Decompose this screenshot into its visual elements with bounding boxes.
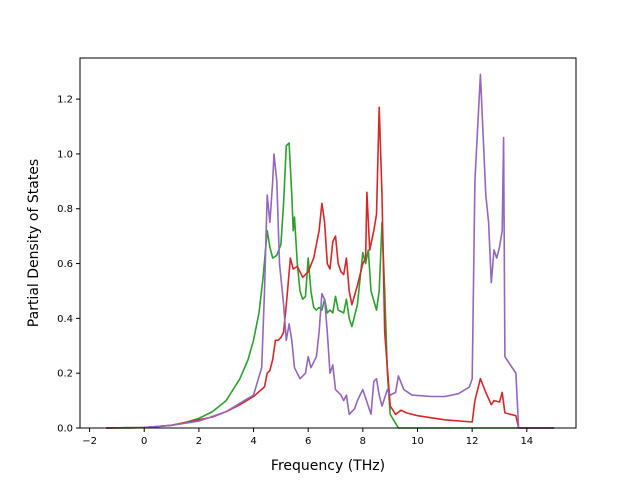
series-line-3 — [105, 73, 555, 429]
y-axis-label: Partial Density of States — [26, 159, 42, 327]
x-tick-label: 4 — [250, 436, 256, 447]
x-tick-label: 6 — [305, 436, 311, 447]
y-tick-label: 1.0 — [57, 149, 73, 160]
axes-frame — [79, 57, 577, 429]
x-tick-label: 2 — [196, 436, 202, 447]
x-tick-label: 8 — [360, 436, 366, 447]
y-tick-label: 0.0 — [57, 424, 73, 435]
y-tick-label: 0.8 — [57, 204, 73, 215]
x-axis-ticks: −2 0 2 4 6 8 10 12 14 — [82, 428, 533, 447]
x-tick-label: −2 — [82, 436, 97, 447]
x-tick-label: 14 — [520, 436, 533, 447]
y-tick-label: 1.2 — [57, 95, 73, 106]
x-axis-label: Frequency (THz) — [271, 458, 385, 474]
x-tick-label: 10 — [411, 436, 424, 447]
x-tick-label: 0 — [141, 436, 147, 447]
y-tick-label: 0.2 — [57, 369, 73, 380]
series-line-2 — [105, 106, 555, 429]
y-tick-label: 0.4 — [57, 314, 73, 325]
y-tick-label: 0.6 — [57, 259, 73, 270]
series-layer — [105, 73, 555, 429]
x-tick-label: 12 — [466, 436, 479, 447]
series-line-1 — [106, 142, 555, 429]
y-axis-ticks: 0.0 0.2 0.4 0.6 0.8 1.0 1.2 — [57, 95, 80, 435]
